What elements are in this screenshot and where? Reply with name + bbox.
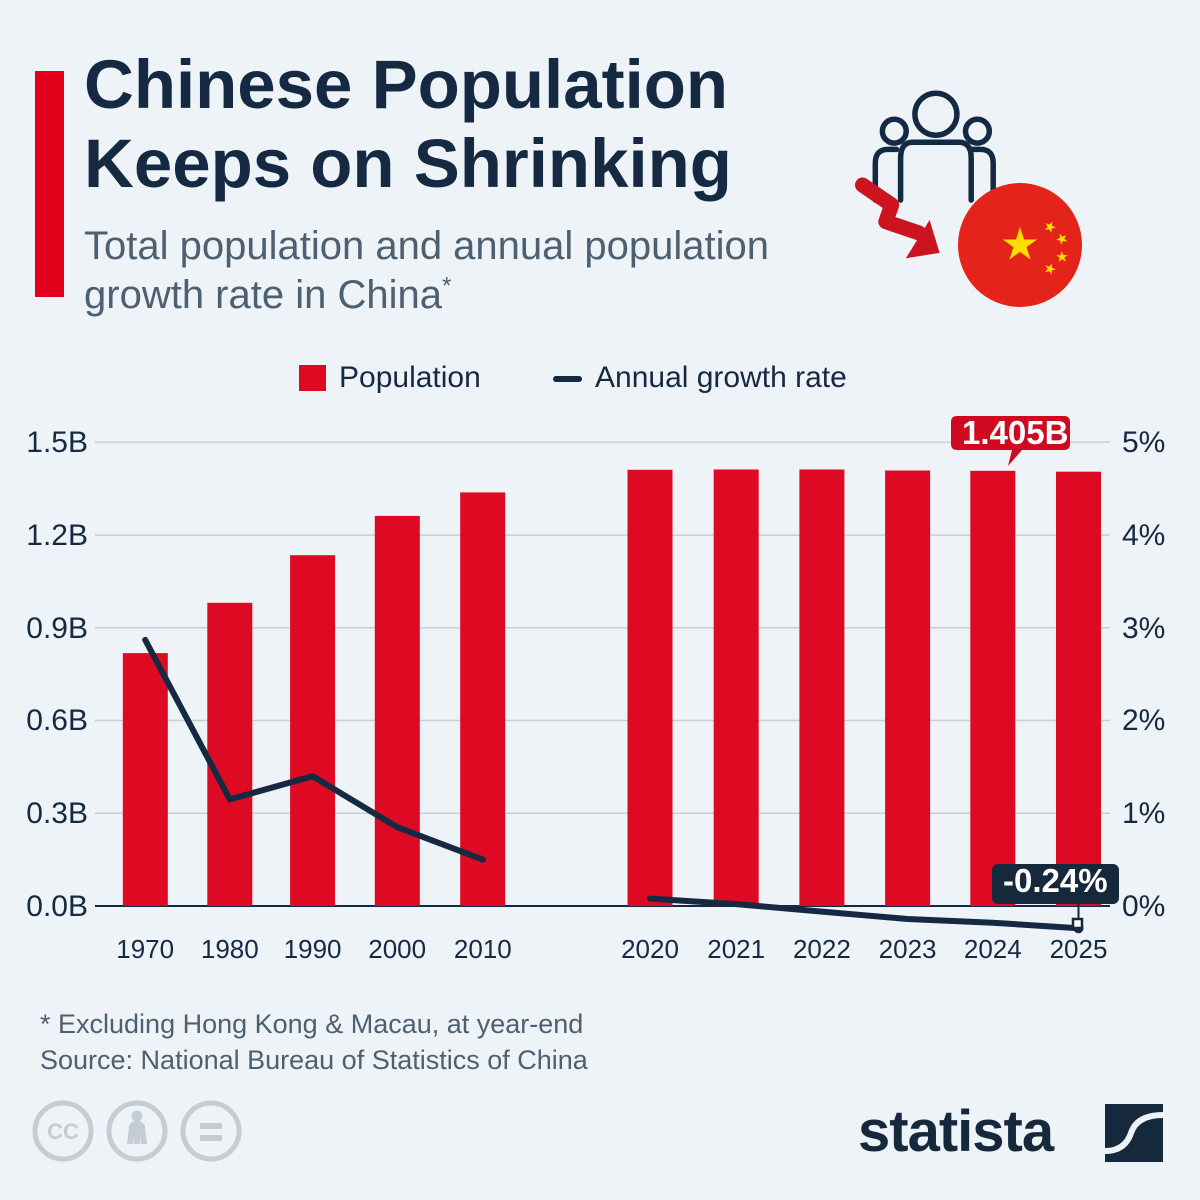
svg-text:0.9B: 0.9B [26, 612, 88, 645]
svg-text:0%: 0% [1122, 890, 1165, 923]
svg-text:1970: 1970 [116, 934, 174, 964]
svg-text:CC: CC [47, 1119, 79, 1144]
svg-text:1980: 1980 [201, 934, 259, 964]
svg-text:2000: 2000 [368, 934, 426, 964]
svg-text:1.405B: 1.405B [962, 414, 1068, 451]
svg-text:2010: 2010 [454, 934, 512, 964]
svg-text:0.6B: 0.6B [26, 704, 88, 737]
svg-text:2025: 2025 [1050, 934, 1108, 964]
svg-text:2022: 2022 [793, 934, 851, 964]
svg-text:5%: 5% [1122, 426, 1165, 459]
svg-text:2020: 2020 [621, 934, 679, 964]
svg-text:3%: 3% [1122, 612, 1165, 645]
svg-text:2023: 2023 [879, 934, 937, 964]
svg-text:2024: 2024 [964, 934, 1022, 964]
svg-text:4%: 4% [1122, 519, 1165, 552]
svg-text:-0.24%: -0.24% [1003, 862, 1108, 899]
svg-text:1990: 1990 [284, 934, 342, 964]
svg-text:2%: 2% [1122, 704, 1165, 737]
svg-text:1%: 1% [1122, 797, 1165, 830]
svg-text:2021: 2021 [707, 934, 765, 964]
svg-text:1.2B: 1.2B [26, 519, 88, 552]
svg-text:0.0B: 0.0B [26, 890, 88, 923]
svg-text:0.3B: 0.3B [26, 797, 88, 830]
svg-text:1.5B: 1.5B [26, 426, 88, 459]
